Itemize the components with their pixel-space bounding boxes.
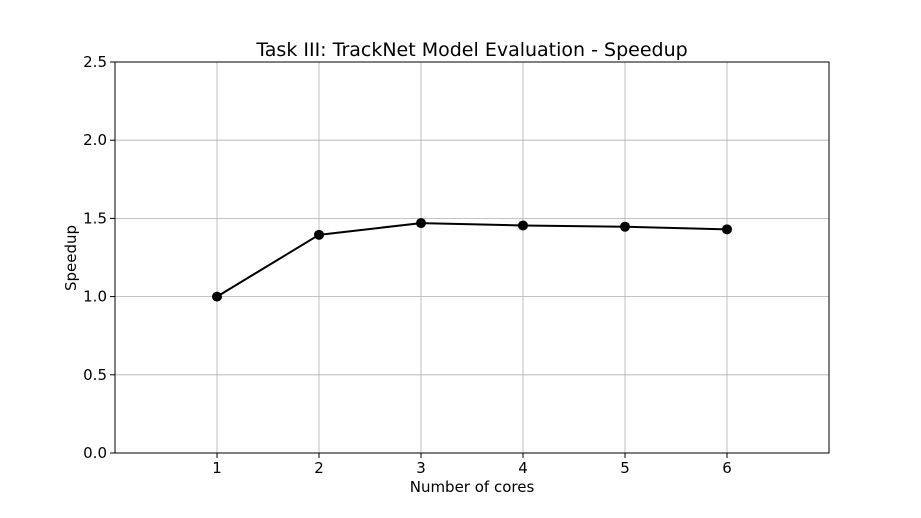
y-tick-label: 1.0 [83,288,107,306]
data-point [212,291,222,302]
data-point [314,229,324,240]
axis-ticks: 1 2 3 4 5 6 0.0 0.5 1.0 1.5 2.0 2.5 [83,53,732,477]
x-tick-label: 1 [212,459,222,477]
x-tick-label: 3 [416,459,426,477]
y-tick-label: 0.0 [83,444,107,462]
x-tick-label: 6 [722,459,732,477]
speedup-line [216,222,728,298]
data-point [722,224,732,235]
series-speedup [212,218,732,302]
y-tick-label: 1.5 [83,209,107,227]
grid-lines [115,61,829,454]
x-axis-label: Number of cores [410,478,535,496]
y-tick-label: 0.5 [83,366,107,384]
y-tick-label: 2.5 [83,53,107,71]
x-tick-label: 4 [518,459,528,477]
data-point [416,218,426,229]
data-point [518,220,528,231]
chart-title: Task III: TrackNet Model Evaluation - Sp… [255,39,687,61]
y-axis-label: Speedup [62,225,80,291]
x-tick-label: 5 [620,459,630,477]
x-tick-label: 2 [314,459,324,477]
data-point [620,221,630,232]
y-tick-label: 2.0 [83,131,107,149]
plot-frame [114,61,830,454]
